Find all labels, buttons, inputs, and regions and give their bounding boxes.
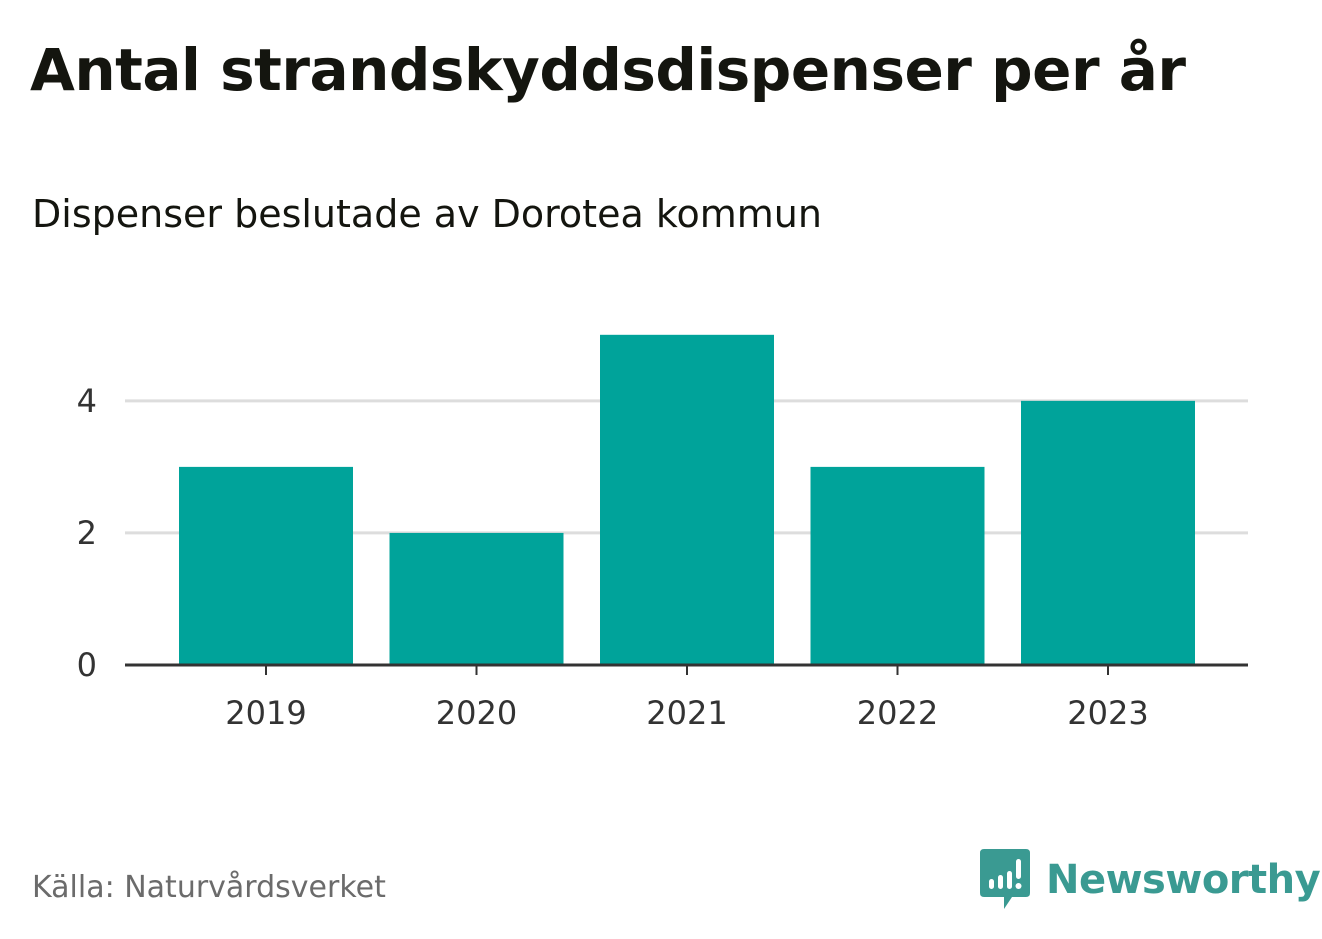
- x-tick-label: 2020: [436, 694, 517, 732]
- y-tick-label: 4: [77, 382, 97, 420]
- x-axis: [125, 663, 1248, 675]
- newsworthy-logo-icon: [980, 849, 1030, 909]
- y-tick-label: 2: [77, 514, 97, 552]
- brand-name: Newsworthy: [1046, 857, 1321, 903]
- bar-2022: [810, 466, 985, 665]
- bars: [179, 334, 1195, 665]
- y-axis-labels: 0 2 4: [77, 382, 97, 684]
- bar-2019: [179, 466, 353, 665]
- y-tick-label: 0: [77, 646, 97, 684]
- source-note: Källa: Naturvårdsverket: [32, 870, 386, 905]
- x-axis-labels: 2019 2020 2021 2022 2023: [225, 694, 1148, 732]
- chart-subtitle: Dispenser beslutade av Dorotea kommun: [32, 192, 822, 236]
- brand-logo: Newsworthy: [980, 848, 1321, 912]
- x-tick-label: 2019: [225, 694, 306, 732]
- bar-2023: [1021, 400, 1195, 665]
- bar-2020: [389, 532, 564, 665]
- x-tick-label: 2023: [1067, 694, 1148, 732]
- x-tick-label: 2022: [857, 694, 938, 732]
- bar-2021: [600, 334, 774, 665]
- x-tick-label: 2021: [646, 694, 727, 732]
- chart-title: Antal strandskyddsdispenser per år: [30, 36, 1186, 104]
